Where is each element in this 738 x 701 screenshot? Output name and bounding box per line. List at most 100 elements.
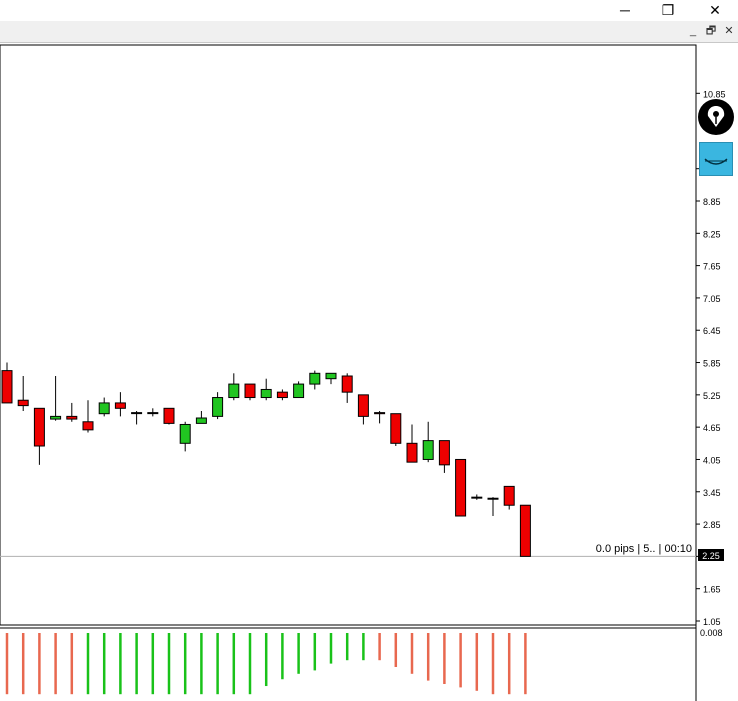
candle-body bbox=[406, 442, 418, 463]
candle-body bbox=[390, 413, 402, 444]
y-tick-label: 3.45 bbox=[703, 488, 721, 498]
candle bbox=[309, 370, 321, 390]
candle-body bbox=[325, 372, 337, 380]
minimize-icon: _ bbox=[689, 25, 697, 37]
candle-body bbox=[212, 397, 224, 417]
candle bbox=[17, 376, 29, 411]
candle-body bbox=[163, 407, 175, 424]
candle bbox=[455, 458, 467, 517]
candle-body bbox=[487, 497, 499, 500]
candle bbox=[195, 411, 207, 424]
candle-body bbox=[341, 375, 353, 393]
y-tick-label: 8.25 bbox=[703, 229, 721, 239]
candle-body bbox=[33, 407, 45, 447]
candle bbox=[147, 408, 159, 417]
chart-restore-button[interactable]: 🗗 bbox=[704, 24, 718, 38]
window-titlebar: ─ ❐ ✕ bbox=[0, 0, 738, 20]
current-price-label: 2.25 bbox=[702, 551, 720, 561]
candle-body bbox=[82, 421, 94, 431]
y-tick-label: 6.45 bbox=[703, 326, 721, 336]
candle bbox=[50, 376, 62, 421]
candle-body bbox=[147, 412, 159, 415]
candle-body bbox=[293, 383, 305, 399]
candle-body bbox=[66, 415, 78, 420]
smile-icon-glyph bbox=[704, 158, 728, 165]
candle bbox=[341, 373, 353, 403]
candle bbox=[422, 421, 434, 463]
candle-body bbox=[1, 370, 13, 404]
candle-body bbox=[179, 423, 191, 444]
candle-body bbox=[260, 388, 272, 399]
y-tick-label: 5.85 bbox=[703, 359, 721, 369]
candle bbox=[244, 383, 256, 401]
window-minimize-button[interactable]: ─ bbox=[610, 0, 640, 20]
smile-icon[interactable] bbox=[699, 142, 733, 176]
candle-body bbox=[503, 485, 515, 506]
candle bbox=[163, 407, 175, 425]
candle bbox=[438, 440, 450, 473]
current-price-marker: 2.25 bbox=[698, 549, 724, 561]
y-tick-label: 7.65 bbox=[703, 262, 721, 272]
pen-nib-icon-glyph bbox=[707, 106, 725, 127]
minimize-icon: ─ bbox=[620, 2, 630, 18]
candle bbox=[390, 413, 402, 446]
restore-icon: ❐ bbox=[661, 2, 675, 18]
chart-minimize-button[interactable]: _ bbox=[686, 24, 700, 38]
candle bbox=[293, 381, 305, 399]
candle-body bbox=[228, 383, 240, 399]
y-tick-label: 2.85 bbox=[703, 520, 721, 530]
candle bbox=[98, 397, 110, 417]
y-tick-label: 1.65 bbox=[703, 585, 721, 595]
candle bbox=[276, 389, 288, 401]
candle bbox=[114, 392, 126, 417]
candle bbox=[179, 421, 191, 452]
candle bbox=[519, 504, 531, 557]
window-restore-button[interactable]: ❐ bbox=[653, 0, 683, 20]
y-tick-label: 7.05 bbox=[703, 294, 721, 304]
candle bbox=[82, 400, 94, 433]
candle-body bbox=[98, 402, 110, 415]
candle-body bbox=[50, 415, 62, 420]
candle-body bbox=[455, 458, 467, 517]
candle bbox=[374, 411, 386, 424]
window-close-button[interactable]: ✕ bbox=[700, 0, 730, 20]
candle-body bbox=[195, 417, 207, 424]
candle bbox=[66, 402, 78, 422]
candle bbox=[406, 424, 418, 463]
close-icon: ✕ bbox=[709, 2, 721, 18]
candle bbox=[1, 362, 13, 404]
candle-body bbox=[244, 383, 256, 399]
candle-body bbox=[276, 391, 288, 399]
candle bbox=[131, 411, 143, 425]
candle-body bbox=[519, 504, 531, 557]
chart-close-button[interactable]: ✕ bbox=[722, 24, 736, 38]
chart-window-bar: _ 🗗 ✕ bbox=[0, 21, 738, 43]
y-tick-label: 5.25 bbox=[703, 391, 721, 401]
candle-body bbox=[422, 440, 434, 460]
pen-nib-icon[interactable] bbox=[698, 99, 734, 135]
candle bbox=[325, 372, 337, 385]
status-text: 0.0 pips | 5.. | 00:10 bbox=[596, 543, 692, 555]
candle-body bbox=[309, 372, 321, 385]
restore-icon: 🗗 bbox=[705, 25, 717, 37]
y-tick-label: 4.65 bbox=[703, 423, 721, 433]
candle bbox=[503, 485, 515, 510]
chart-area[interactable]: 10.859.458.858.257.657.056.455.855.254.6… bbox=[0, 42, 738, 701]
main-plot-frame bbox=[0, 44, 697, 626]
close-icon: ✕ bbox=[724, 25, 734, 37]
candle bbox=[228, 373, 240, 401]
candle bbox=[487, 497, 499, 516]
y-tick-label: 1.05 bbox=[703, 617, 721, 627]
candle-body bbox=[374, 412, 386, 415]
price-chart[interactable]: 10.859.458.858.257.657.056.455.855.254.6… bbox=[0, 42, 738, 701]
candle bbox=[33, 407, 45, 465]
candle bbox=[471, 494, 483, 500]
candle bbox=[357, 394, 369, 425]
indicator-scale-label: 0.008 bbox=[700, 628, 723, 638]
y-tick-label: 10.85 bbox=[703, 89, 726, 99]
candle-body bbox=[471, 496, 483, 499]
candle-body bbox=[131, 412, 143, 415]
candle-body bbox=[114, 402, 126, 409]
candle bbox=[260, 378, 272, 401]
y-tick-label: 8.85 bbox=[703, 197, 721, 207]
